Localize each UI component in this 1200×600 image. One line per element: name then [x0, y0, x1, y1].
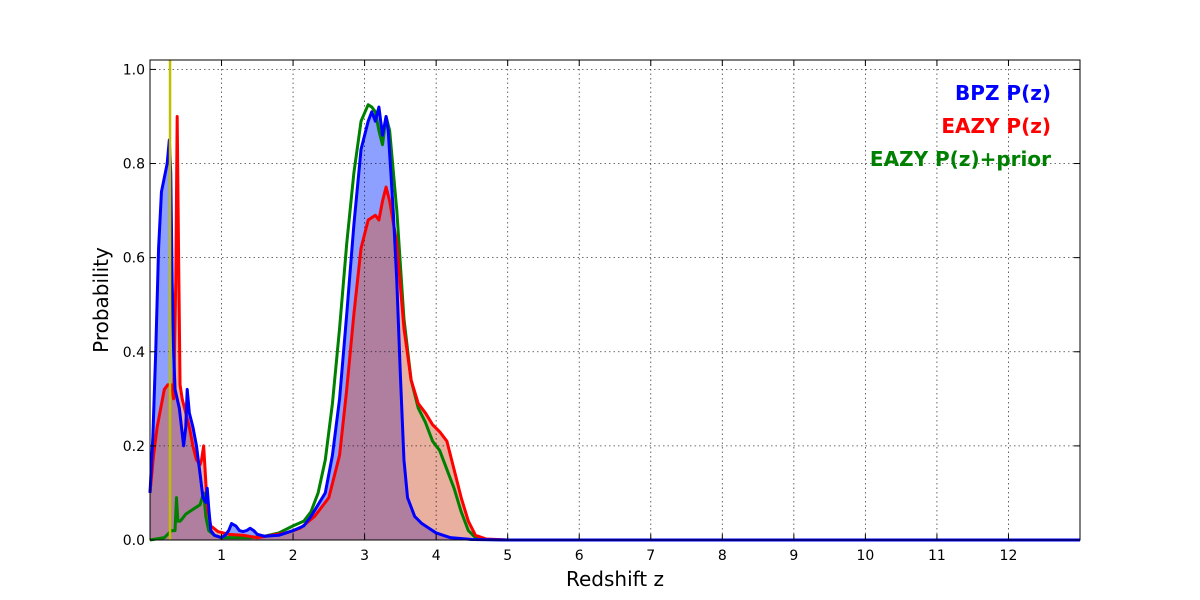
x-tick-label: 9 [789, 548, 798, 564]
y-tick-label: 0.6 [123, 251, 145, 267]
legend-entry: BPZ P(z) [955, 81, 1051, 105]
x-tick-label: 8 [718, 548, 727, 564]
y-tick-label: 0.2 [123, 439, 145, 455]
y-tick-label: 0.8 [123, 157, 145, 173]
legend-entry: EAZY P(z)+prior [870, 147, 1051, 171]
x-tick-label: 6 [575, 548, 584, 564]
legend-entry: EAZY P(z) [941, 114, 1051, 138]
y-tick-label: 0.4 [123, 345, 145, 361]
series-line-1 [148, 114, 1080, 542]
series-fill-0 [150, 107, 1080, 540]
plot-frame [149, 59, 1081, 541]
series-line-2 [149, 103, 1080, 542]
x-tick-label: 4 [432, 548, 441, 564]
x-axis-label: Redshift z [566, 567, 664, 591]
x-tick-label: 11 [928, 548, 946, 564]
x-tick-label: 2 [289, 548, 298, 564]
series-lines [148, 103, 1080, 542]
x-tick-label: 10 [856, 548, 874, 564]
series-fill-1 [150, 116, 1080, 540]
y-axis-label: Probability [89, 247, 113, 353]
x-tick-label: 3 [360, 548, 369, 564]
x-tick-label: 12 [1000, 548, 1018, 564]
axis-tick-labels: 1 2 3 4 5 6 7 8 9 10 11 120.00.20.40.60.81.0 [123, 62, 1018, 564]
legend: BPZ P(z) EAZY P(z) EAZY P(z)+prior [870, 81, 1051, 171]
axis-ticks [150, 60, 1080, 541]
x-tick-label: 5 [503, 548, 512, 564]
y-tick-label: 0.0 [123, 533, 145, 549]
y-tick-label: 1.0 [123, 62, 145, 78]
series-line-0 [148, 105, 1080, 542]
x-tick-label: 1 [217, 548, 226, 564]
x-tick-label: 7 [646, 548, 655, 564]
series-fills [150, 107, 1080, 540]
